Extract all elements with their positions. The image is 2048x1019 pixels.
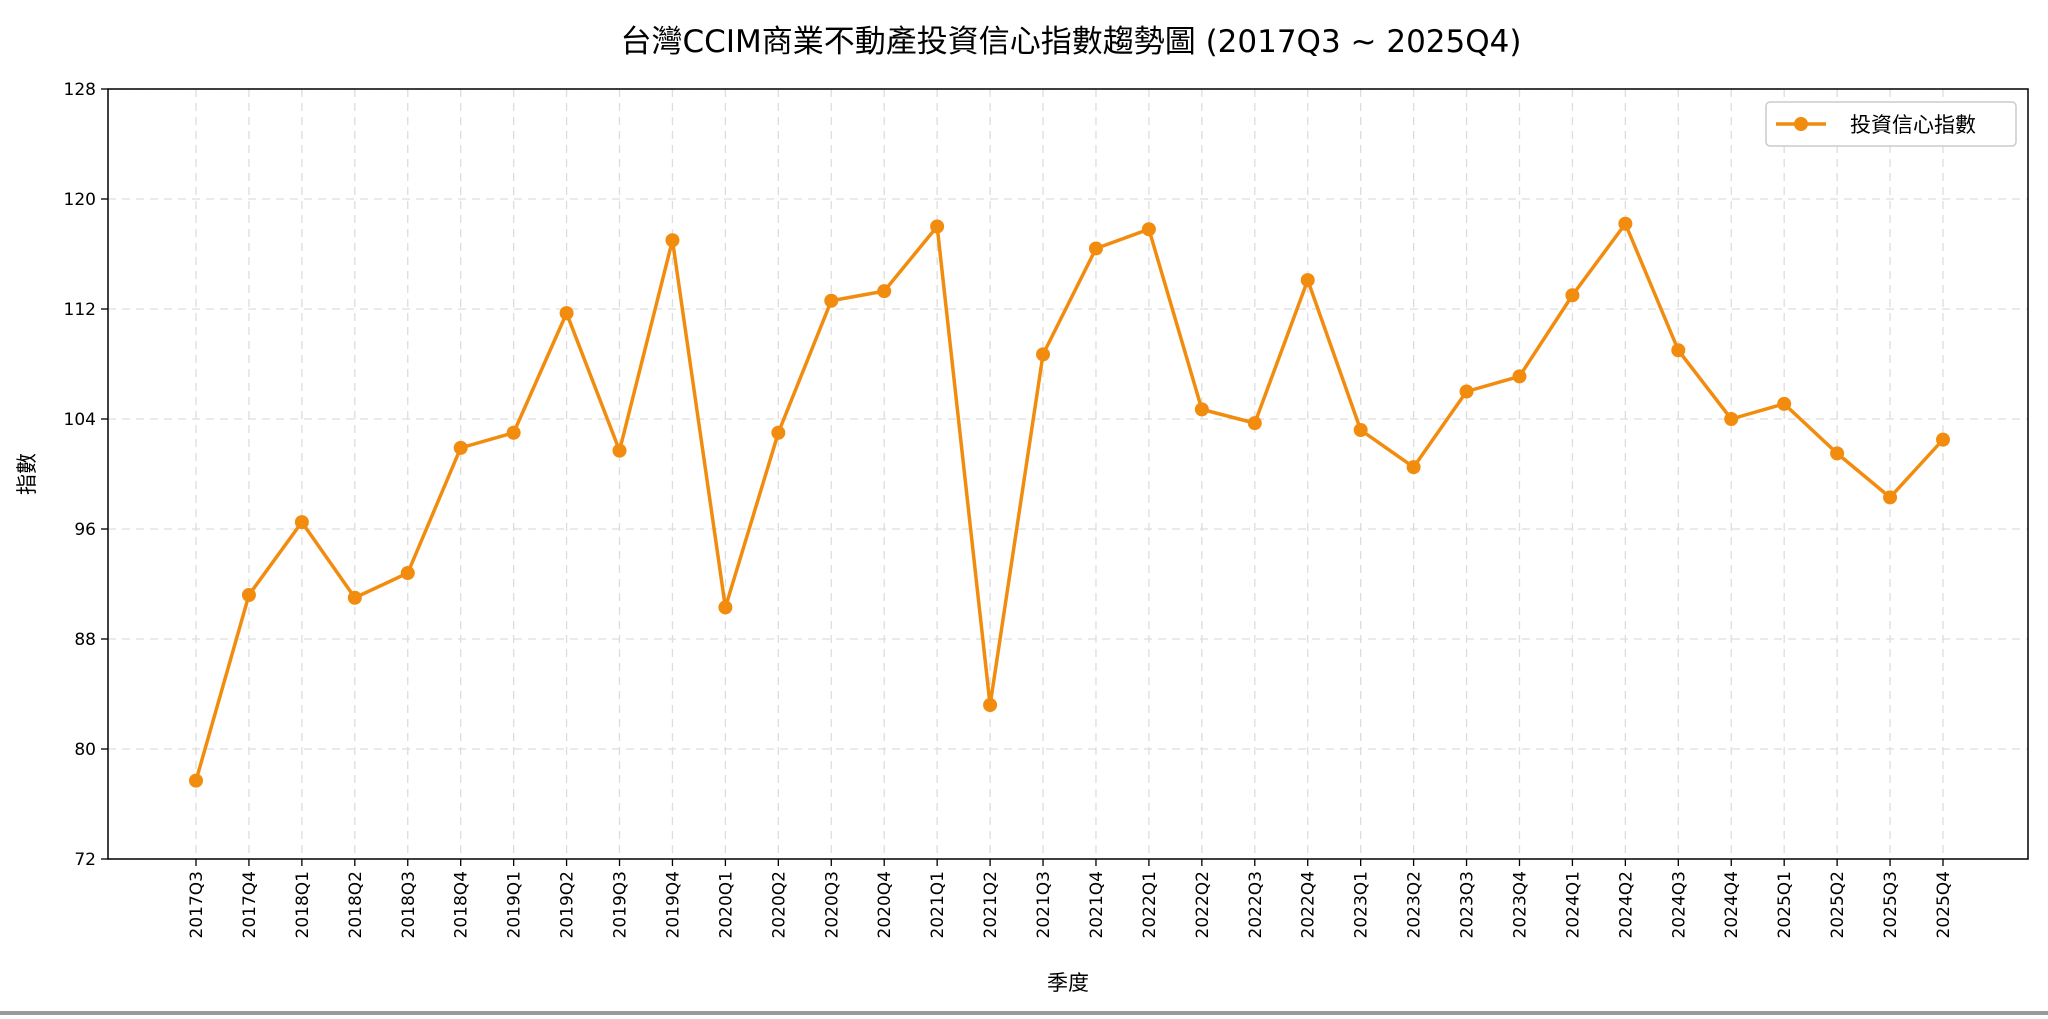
series-line-path [194, 222, 1945, 782]
data-point [1724, 412, 1739, 426]
data-point [983, 698, 998, 712]
data-point [1777, 396, 1792, 411]
y-axis: 72 80 88 96 104 112 120 128 [64, 80, 108, 870]
legend: 投資信心指數 [1765, 101, 2017, 147]
y-axis-label: 指數 [15, 453, 39, 495]
x-tick-label: 2019Q4 [663, 871, 683, 938]
data-point [400, 566, 415, 580]
x-tick-label: 2018Q1 [293, 871, 313, 938]
chart-title: 台灣CCIM商業不動產投資信心指數趨勢圖 (2017Q3 ~ 2025Q4) [621, 24, 1522, 60]
data-point [453, 440, 468, 455]
x-tick-label: 2020Q2 [769, 871, 789, 938]
x-tick-label: 2020Q4 [875, 871, 895, 938]
data-point [1036, 347, 1051, 362]
data-point [1247, 416, 1262, 431]
x-tick-label: 2023Q2 [1405, 871, 1425, 938]
y-tick-label: 96 [74, 520, 96, 540]
x-tick-label: 2020Q3 [822, 871, 842, 938]
x-tick-label: 2022Q4 [1299, 871, 1319, 938]
grid [108, 88, 2028, 860]
y-tick-label: 88 [74, 630, 96, 650]
x-tick-label: 2023Q4 [1510, 871, 1530, 938]
data-point [877, 284, 892, 299]
bottom-border [0, 1011, 2048, 1015]
x-tick-label: 2024Q1 [1563, 871, 1583, 938]
x-tick-label: 2024Q2 [1616, 871, 1636, 938]
data-point [559, 306, 574, 321]
x-tick-label: 2025Q2 [1828, 871, 1848, 938]
data-point [718, 600, 733, 615]
data-point [1883, 490, 1898, 505]
data-point [1141, 222, 1156, 237]
x-tick-label: 2018Q2 [346, 871, 366, 938]
x-tick-label: 2023Q1 [1352, 871, 1372, 938]
x-tick-label: 2019Q2 [558, 871, 578, 938]
x-tick-label: 2024Q4 [1722, 871, 1742, 938]
x-tick-label: 2021Q3 [1034, 871, 1054, 938]
x-tick-label: 2025Q4 [1934, 871, 1954, 938]
x-axis: 2017Q3 2017Q4 2018Q1 2018Q2 2018Q3 2018Q4 2019… [187, 859, 1954, 938]
plot-frame [107, 88, 2029, 860]
x-tick-label: 2023Q3 [1458, 871, 1478, 938]
data-point [1512, 369, 1527, 384]
x-tick-label: 2022Q1 [1140, 871, 1160, 938]
x-tick-label: 2017Q3 [187, 871, 207, 938]
x-tick-label: 2022Q3 [1246, 871, 1266, 938]
legend-box [1765, 101, 2017, 147]
legend-point-marker [1794, 117, 1808, 131]
data-point [824, 293, 839, 308]
x-tick-label: 2019Q3 [611, 871, 631, 938]
legend-label: 投資信心指數 [1850, 113, 1976, 137]
data-point [1459, 384, 1474, 399]
data-point [612, 443, 627, 458]
data-point [1565, 288, 1580, 303]
y-tick-label: 120 [64, 190, 96, 210]
data-point [1194, 402, 1209, 417]
x-tick-label: 2025Q1 [1775, 871, 1795, 938]
x-tick-label: 2025Q3 [1881, 871, 1901, 938]
data-point [665, 233, 680, 248]
x-tick-label: 2021Q1 [928, 871, 948, 938]
data-point [1830, 446, 1845, 461]
data-point [771, 425, 786, 440]
data-point [1300, 273, 1315, 288]
y-tick-label: 128 [64, 80, 96, 100]
x-tick-label: 2019Q1 [505, 871, 525, 938]
x-tick-label: 2020Q1 [716, 871, 736, 938]
data-point [506, 425, 521, 440]
data-point [1671, 343, 1686, 358]
x-tick-label: 2024Q3 [1669, 871, 1689, 938]
data-point [1088, 241, 1103, 256]
data-point [930, 219, 945, 234]
x-axis-label: 季度 [1047, 971, 1089, 995]
x-tick-label: 2021Q2 [981, 871, 1001, 938]
x-tick-label: 2018Q3 [399, 871, 419, 938]
data-point [347, 590, 362, 605]
series-line [189, 216, 1950, 788]
y-tick-label: 104 [64, 410, 96, 430]
x-tick-label: 2017Q4 [240, 871, 260, 938]
data-point [189, 773, 203, 788]
data-point [1406, 460, 1421, 475]
data-point [1618, 216, 1633, 231]
y-tick-label: 72 [74, 850, 96, 870]
data-point [294, 515, 309, 530]
x-tick-label: 2021Q4 [1087, 871, 1107, 938]
data-point [1936, 432, 1950, 447]
x-tick-label: 2018Q4 [452, 871, 472, 938]
data-point [1353, 423, 1368, 437]
x-tick-label: 2022Q2 [1193, 871, 1213, 938]
data-point [241, 588, 256, 602]
y-tick-label: 80 [74, 740, 96, 760]
y-tick-label: 112 [64, 300, 96, 320]
